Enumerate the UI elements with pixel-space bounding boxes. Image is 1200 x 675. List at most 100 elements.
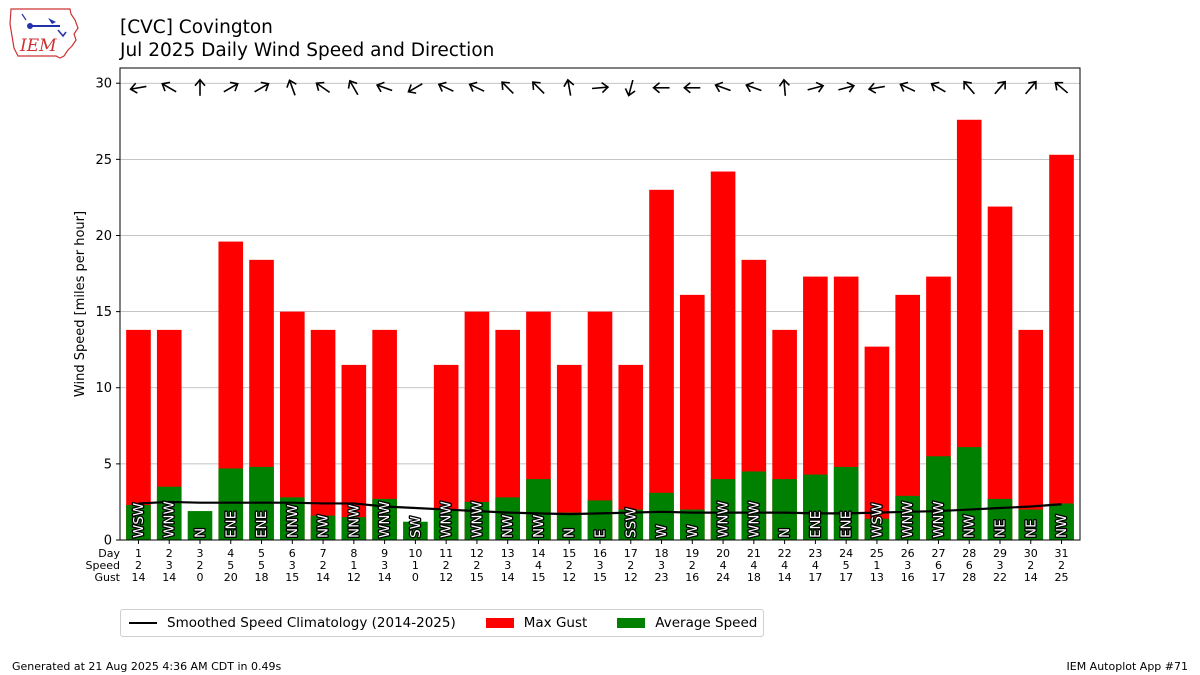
direction-label: NW [500,515,516,538]
day-label: 7 [320,547,327,560]
day-label: 30 [1024,547,1038,560]
speed-label: 2 [1058,559,1065,572]
speed-label: 5 [227,559,234,572]
legend-item-gust: Max Gust [482,615,587,631]
speed-label: 3 [904,559,911,572]
legend-label-avg: Average Speed [655,615,758,631]
footer-app: IEM Autoplot App #71 [1066,660,1189,673]
day-label: 27 [931,547,945,560]
speed-label: 2 [473,559,480,572]
direction-arrow [714,81,731,93]
direction-arrow [223,81,239,93]
direction-label: WNW [377,501,393,538]
direction-label: WNW [439,501,455,538]
avg-bar [587,500,613,540]
day-label: 3 [197,547,204,560]
chart-title: [CVC] Covington [120,17,273,38]
avg-bar [649,492,674,540]
avg-bar [280,497,305,540]
day-label: 24 [839,547,853,560]
avg-bar [526,479,551,540]
avg-bar [126,504,151,540]
direction-arrow [899,81,916,92]
speed-label: 2 [320,559,327,572]
day-label: 6 [289,547,296,560]
legend: Smoothed Speed Climatology (2014-2025) M… [120,609,765,637]
day-label: 18 [655,547,669,560]
direction-label: N [777,528,793,538]
day-label: 8 [350,547,357,560]
day-label: 23 [808,547,822,560]
avg-bar [710,479,736,540]
avg-bar [833,466,859,540]
gust-label: 14 [131,571,145,584]
gust-label: 28 [962,571,976,584]
direction-arrow [129,82,147,94]
direction-arrow [407,83,423,94]
direction-label: ENE [839,511,855,538]
speed-label: 6 [966,559,973,572]
day-label: 12 [470,547,484,560]
direction-arrow [930,81,946,93]
avg-bar [464,501,490,540]
avg-bar [956,447,982,540]
day-label: 29 [993,547,1007,560]
gust-label: 25 [1055,571,1069,584]
y-tick-label: 30 [95,77,112,92]
direction-label: W [654,525,670,538]
legend-gust-swatch [485,618,514,628]
direction-label: N [562,528,578,538]
avg-bar [864,518,890,540]
gust-label: 14 [162,571,176,584]
gust-label: 14 [316,571,330,584]
day-label: 13 [501,547,515,560]
direction-arrow [1054,81,1069,94]
gust-label: 15 [593,571,607,584]
y-tick-label: 15 [95,305,112,320]
speed-label: 4 [720,559,727,572]
direction-label: SW [408,516,424,538]
direction-arrow [807,81,825,93]
speed-label: 4 [812,559,819,572]
day-label: 16 [593,547,607,560]
gust-label: 13 [870,571,884,584]
speed-label: 4 [535,559,542,572]
speed-label: 3 [504,559,511,572]
speed-label: 2 [627,559,634,572]
direction-arrow [286,79,297,96]
gust-label: 17 [931,571,945,584]
day-label: 15 [562,547,576,560]
gust-bar [1049,154,1074,540]
direction-arrow [778,78,790,96]
direction-label: ENE [808,511,824,538]
day-label: 2 [166,547,173,560]
logo-text: IEM [19,36,57,56]
direction-arrow [315,81,331,94]
direction-label: WSW [131,503,147,538]
gust-label: 12 [624,571,638,584]
speed-label: 2 [689,559,696,572]
gust-label: 12 [439,571,453,584]
row-label: Gust [94,571,120,584]
direction-arrow [468,81,485,92]
gust-bar [310,329,336,540]
avg-bar [987,498,1013,540]
iem-logo: IEM [9,8,79,59]
avg-bar [895,495,920,540]
gust-label: 23 [655,571,669,584]
avg-bar [680,509,705,540]
day-label: 9 [381,547,388,560]
speed-label: 1 [412,559,419,572]
speed-label: 3 [658,559,665,572]
direction-label: ENE [254,511,270,538]
direction-label: NE [993,519,1009,538]
speed-label: 2 [197,559,204,572]
speed-label: 1 [873,559,880,572]
day-label: 19 [685,547,699,560]
gust-label: 12 [347,571,361,584]
direction-label: NW [316,515,332,538]
speed-label: 2 [566,559,573,572]
day-label: 21 [747,547,761,560]
day-label: 17 [624,547,638,560]
